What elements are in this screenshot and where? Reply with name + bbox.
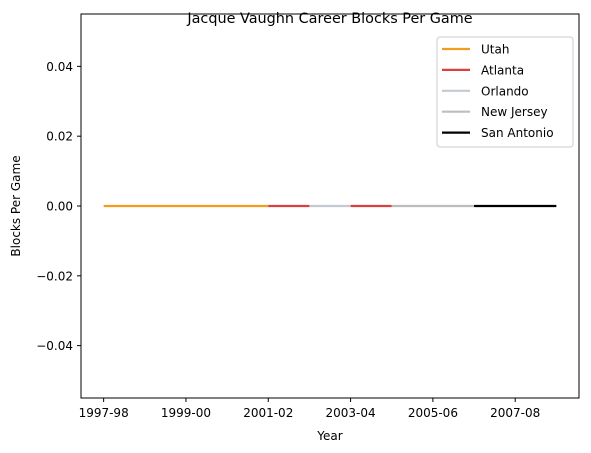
legend: Utah Atlanta Orlando New Jersey San Antonio bbox=[436, 36, 574, 148]
x-tick-label: 2001-02 bbox=[243, 406, 293, 420]
x-tick-label: 2005-06 bbox=[408, 406, 458, 420]
y-tick-label: 0.04 bbox=[46, 60, 73, 74]
y-ticks: 0.04 0.02 0.00 −0.02 −0.04 bbox=[36, 60, 81, 353]
y-tick-label: 0.00 bbox=[46, 200, 73, 214]
legend-label: Atlanta bbox=[481, 63, 524, 77]
legend-item-new-jersey: New Jersey bbox=[442, 105, 548, 119]
y-tick-label: −0.04 bbox=[36, 339, 73, 353]
legend-items: Utah Atlanta Orlando New Jersey San Antonio bbox=[442, 43, 554, 140]
x-ticks: 1997-98 1999-00 2001-02 2003-04 2005-06 2007-… bbox=[79, 398, 540, 420]
x-tick-label: 1997-98 bbox=[79, 406, 129, 420]
x-tick-label: 2007-08 bbox=[490, 406, 540, 420]
legend-item-utah: Utah bbox=[442, 43, 509, 57]
x-tick-label: 1999-00 bbox=[161, 406, 211, 420]
chart-title: Jacque Vaughn Career Blocks Per Game bbox=[186, 11, 472, 27]
plot-frame bbox=[80, 13, 580, 399]
y-axis-label: Blocks Per Game bbox=[9, 155, 23, 256]
y-tick-label: −0.02 bbox=[36, 269, 73, 283]
legend-label: New Jersey bbox=[481, 105, 548, 119]
legend-item-orlando: Orlando bbox=[442, 84, 529, 98]
x-axis-label: Year bbox=[316, 429, 342, 443]
legend-item-atlanta: Atlanta bbox=[442, 63, 524, 77]
y-tick-label: 0.02 bbox=[46, 130, 73, 144]
legend-item-san-antonio: San Antonio bbox=[442, 126, 554, 140]
legend-frame bbox=[436, 36, 574, 148]
legend-label: Orlando bbox=[481, 84, 529, 98]
legend-label: Utah bbox=[481, 43, 509, 57]
x-tick-label: 2003-04 bbox=[326, 406, 376, 420]
legend-label: San Antonio bbox=[481, 126, 554, 140]
